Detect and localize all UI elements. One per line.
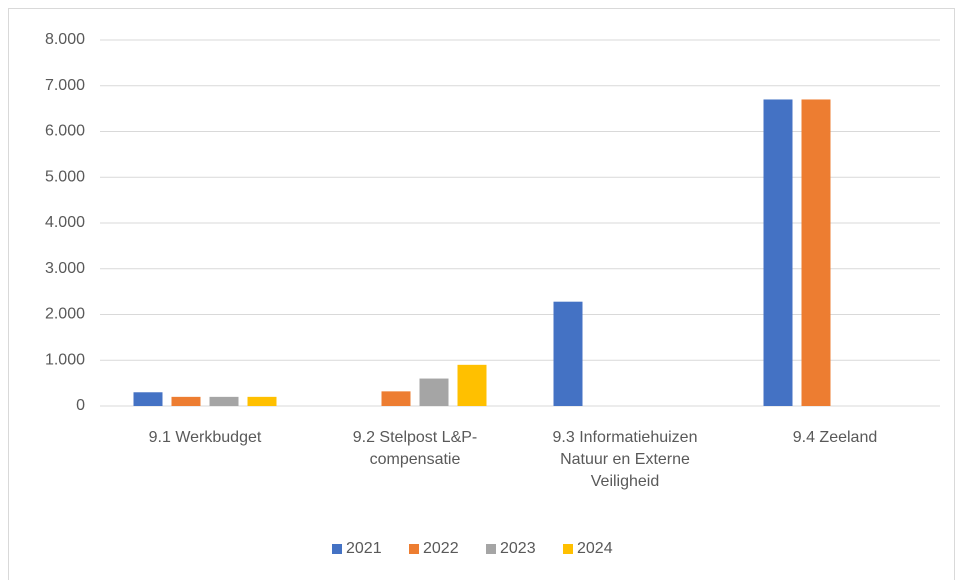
- y-tick-label: 6.000: [45, 123, 85, 140]
- y-tick-label: 0: [76, 397, 85, 414]
- legend-swatch: [409, 544, 419, 554]
- bar: [553, 301, 583, 406]
- legend-label: 2023: [500, 540, 536, 557]
- y-tick-label: 8.000: [45, 31, 85, 48]
- bar: [763, 99, 793, 406]
- legend-swatch: [332, 544, 342, 554]
- x-tick-label: 9.2 Stelpost L&P-compensatie: [352, 429, 478, 468]
- legend-swatch: [563, 544, 573, 554]
- x-tick-label: 9.4 Zeeland: [792, 429, 878, 446]
- y-tick-label: 5.000: [45, 168, 85, 185]
- y-tick-label: 4.000: [45, 214, 85, 231]
- y-tick-label: 2.000: [45, 306, 85, 323]
- bar: [247, 396, 277, 406]
- legend-swatch: [486, 544, 496, 554]
- legend-label: 2021: [346, 540, 382, 557]
- y-tick-label: 3.000: [45, 260, 85, 277]
- y-tick-label: 1.000: [45, 351, 85, 368]
- bar: [209, 396, 239, 406]
- legend-label: 2022: [423, 540, 459, 557]
- bar: [381, 391, 411, 406]
- bar: [419, 378, 449, 406]
- legend-label: 2024: [577, 540, 613, 557]
- y-tick-label: 7.000: [45, 77, 85, 94]
- bar: [171, 396, 201, 406]
- bar: [457, 364, 487, 406]
- x-tick-label: 9.1 Werkbudget: [148, 429, 262, 446]
- bar: [801, 99, 831, 406]
- bar: [133, 392, 163, 406]
- chart-frame: [8, 8, 955, 580]
- x-tick-label: 9.3 Informatiehuizen Natuur en Externe V…: [552, 429, 698, 490]
